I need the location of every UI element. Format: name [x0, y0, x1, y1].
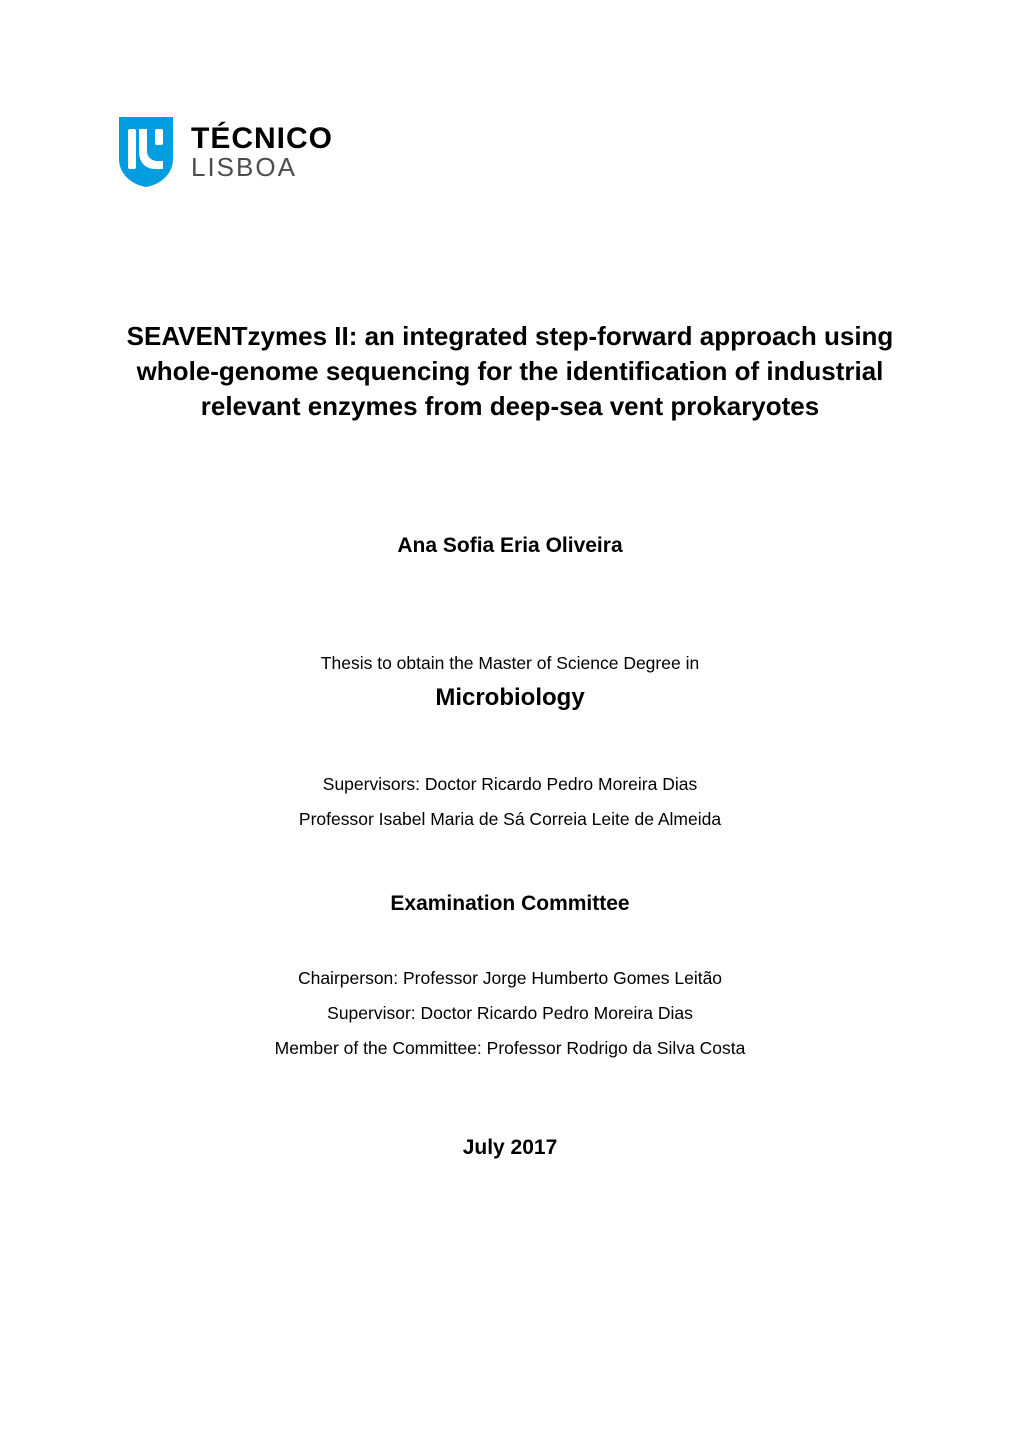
logo-line-1: TÉCNICO: [191, 124, 333, 154]
thesis-purpose-line: Thesis to obtain the Master of Science D…: [115, 653, 905, 674]
committee-block: Chairperson: Professor Jorge Humberto Go…: [115, 961, 905, 1066]
committee-heading: Examination Committee: [115, 892, 905, 916]
thesis-title: SEAVENTzymes II: an integrated step-forw…: [115, 319, 905, 424]
supervisor-line-1: Supervisors: Doctor Ricardo Pedro Moreir…: [115, 767, 905, 802]
degree-name: Microbiology: [115, 684, 905, 712]
shield-icon: [115, 115, 177, 189]
logo-text: TÉCNICO LISBOA: [191, 124, 333, 180]
supervisor-line-2: Professor Isabel Maria de Sá Correia Lei…: [115, 802, 905, 837]
committee-chair: Chairperson: Professor Jorge Humberto Go…: [115, 961, 905, 996]
institution-logo: TÉCNICO LISBOA: [115, 115, 905, 189]
author-name: Ana Sofia Eria Oliveira: [115, 534, 905, 558]
logo-line-2: LISBOA: [191, 154, 333, 180]
supervisors-block: Supervisors: Doctor Ricardo Pedro Moreir…: [115, 767, 905, 837]
thesis-date: July 2017: [115, 1136, 905, 1160]
committee-member: Member of the Committee: Professor Rodri…: [115, 1031, 905, 1066]
committee-supervisor: Supervisor: Doctor Ricardo Pedro Moreira…: [115, 996, 905, 1031]
